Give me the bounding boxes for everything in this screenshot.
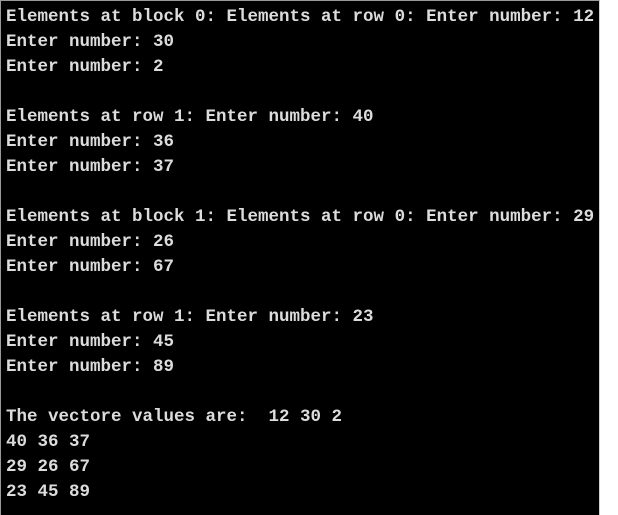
console-line: 40 36 37 (6, 432, 91, 452)
console-line: Enter number: 36 (6, 132, 175, 152)
page-right-margin (600, 0, 618, 515)
console-line: Enter number: 2 (6, 57, 164, 77)
console-line: Enter number: 67 (6, 257, 175, 277)
console-line: The vectore values are: 12 30 2 (6, 407, 343, 427)
console-line: Enter number: 37 (6, 157, 175, 177)
console-line: Elements at block 1: Elements at row 0: … (6, 207, 595, 227)
console-blank-line (6, 380, 599, 405)
console-line: Elements at block 0: Elements at row 0: … (6, 7, 595, 27)
console-line: Elements at row 1: Enter number: 40 (6, 107, 374, 127)
console-line: 29 26 67 (6, 457, 91, 477)
console-blank-line (6, 180, 599, 205)
console-blank-line (6, 80, 599, 105)
terminal-output[interactable]: Elements at block 0: Elements at row 0: … (0, 0, 600, 515)
console-line: Enter number: 45 (6, 332, 175, 352)
console-line: Enter number: 89 (6, 357, 175, 377)
console-blank-line (6, 280, 599, 305)
console-line: Elements at row 1: Enter number: 23 (6, 307, 374, 327)
console-line: 23 45 89 (6, 482, 91, 502)
console-line: Enter number: 30 (6, 32, 175, 52)
console-line: Enter number: 26 (6, 232, 175, 252)
